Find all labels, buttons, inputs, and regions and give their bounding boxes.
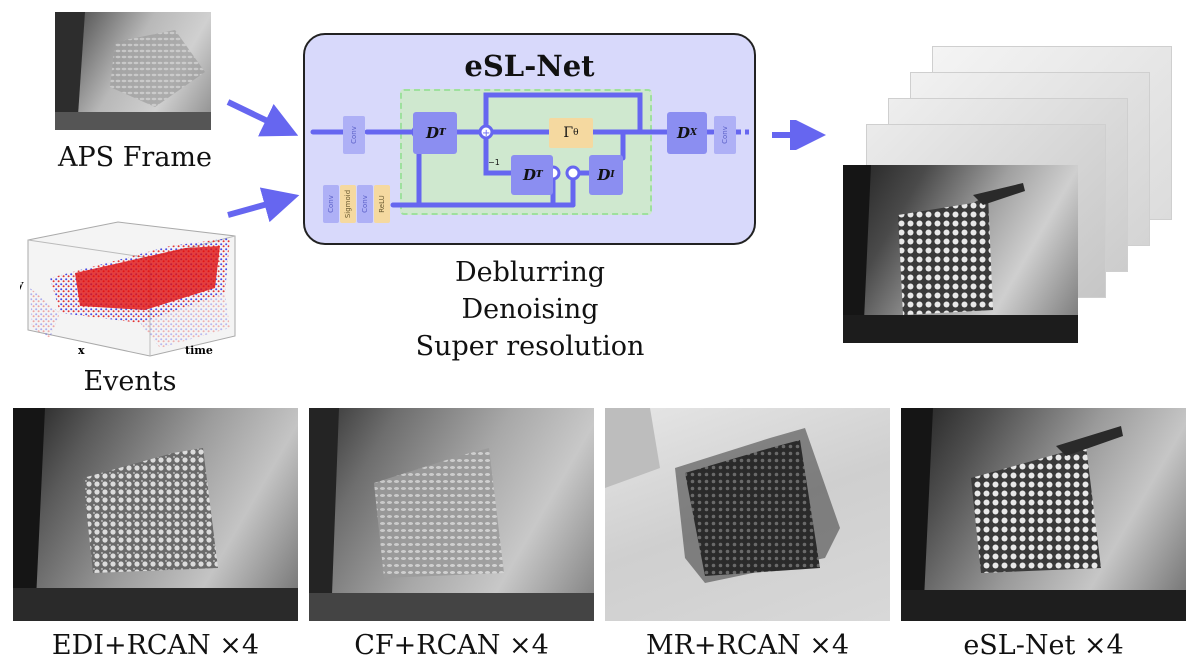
result-label-cf-rcan: CF+RCAN ×4 xyxy=(354,630,549,661)
result-label-esl-net: eSL-Net ×4 xyxy=(963,630,1124,661)
minus-one-label: −1 xyxy=(488,158,500,167)
output-arrow xyxy=(772,120,826,150)
conv-block-input: Conv xyxy=(343,116,365,154)
aps-frame-scene xyxy=(55,12,211,130)
result-label-edi-rcan: EDI+RCAN ×4 xyxy=(51,630,260,661)
conv-block-event-2: Conv xyxy=(357,185,373,223)
result-label-mr-rcan: MR+RCAN ×4 xyxy=(645,630,850,661)
result-image-cf-rcan xyxy=(309,408,594,621)
esl-net-title: eSL-Net xyxy=(464,49,595,83)
events-arrow xyxy=(227,187,300,223)
result-image-esl-net xyxy=(901,408,1186,621)
input-arrows xyxy=(226,99,300,223)
task-denoising: Denoising xyxy=(461,294,599,325)
aps-frame-image xyxy=(55,12,211,130)
events-axis-x: x xyxy=(78,344,85,357)
sum-plus: + xyxy=(482,128,490,139)
events-axis-y: y xyxy=(20,278,24,291)
events-3d-plot: y x time xyxy=(20,221,236,357)
result-image-edi-rcan xyxy=(13,408,298,621)
result-image-mr-rcan xyxy=(605,408,890,621)
events-label: Events xyxy=(83,366,177,397)
output-frame-scene xyxy=(843,165,1078,343)
output-frame-main xyxy=(843,165,1078,343)
sigmoid-block: Sigmoid xyxy=(340,185,356,223)
relu-block: ReLU xyxy=(374,185,390,223)
conv-block-event-1: Conv xyxy=(323,185,339,223)
aps-arrow xyxy=(226,99,299,137)
conv-block-output: Conv xyxy=(714,116,736,154)
task-super-resolution: Super resolution xyxy=(415,331,645,362)
aps-frame-label: APS Frame xyxy=(57,142,213,173)
task-deblurring: Deblurring xyxy=(454,257,606,288)
events-axis-time: time xyxy=(185,344,213,357)
